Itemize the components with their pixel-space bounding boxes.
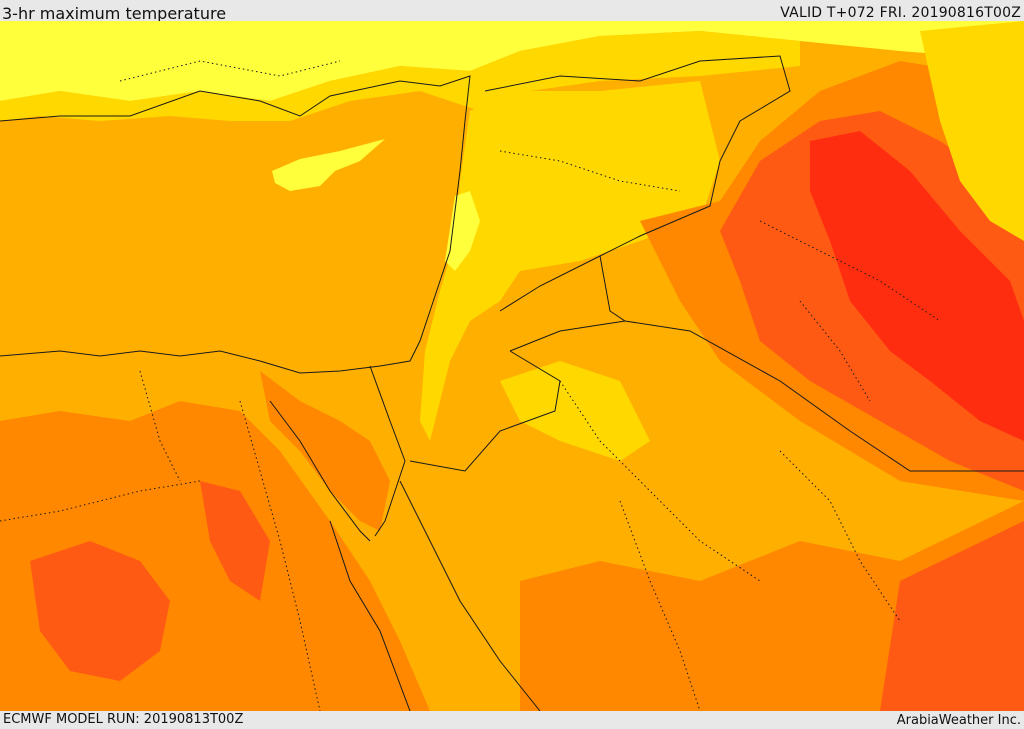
valid-time: VALID T+072 FRI. 20190816T00Z <box>780 5 1021 21</box>
gulf-of-aqaba <box>374 460 406 537</box>
field-saudi-veryhot <box>880 521 1024 711</box>
footer-bar: ECMWF MODEL RUN: 20190813T00Z ArabiaWeat… <box>0 711 1024 729</box>
border-sinai <box>369 365 406 462</box>
credit: ArabiaWeather Inc. <box>896 713 1021 728</box>
field-sinai-hot <box>260 371 390 531</box>
province-lines <box>0 60 941 711</box>
coastline-levant <box>0 75 471 374</box>
border-jordan-saudi <box>599 255 1024 472</box>
gulf-of-suez <box>269 400 371 542</box>
map-title: 3-hr maximum temperature <box>2 4 227 23</box>
field-iraq-extreme <box>810 131 1024 441</box>
red-sea-west <box>329 520 411 711</box>
model-run: ECMWF MODEL RUN: 20190813T00Z <box>3 712 244 727</box>
field-iran-mild <box>920 21 1024 241</box>
field-cyprus <box>272 139 385 191</box>
field-levant-cool <box>445 191 480 271</box>
border-jordan-south <box>409 350 561 472</box>
field-egypt-veryhot-2 <box>200 481 270 601</box>
temperature-map[interactable] <box>0 21 1024 711</box>
border-jordan-east <box>509 320 626 352</box>
header-bar: 3-hr maximum temperature VALID T+072 FRI… <box>0 0 1024 23</box>
field-jordan-mild <box>500 361 650 461</box>
field-north-cool <box>0 21 1024 101</box>
field-levant-mild <box>420 81 720 441</box>
temperature-field <box>0 21 1024 711</box>
red-sea-east <box>399 480 541 711</box>
field-north-mild <box>0 31 800 121</box>
border-lines <box>0 55 1024 711</box>
field-egypt-veryhot <box>30 541 170 681</box>
